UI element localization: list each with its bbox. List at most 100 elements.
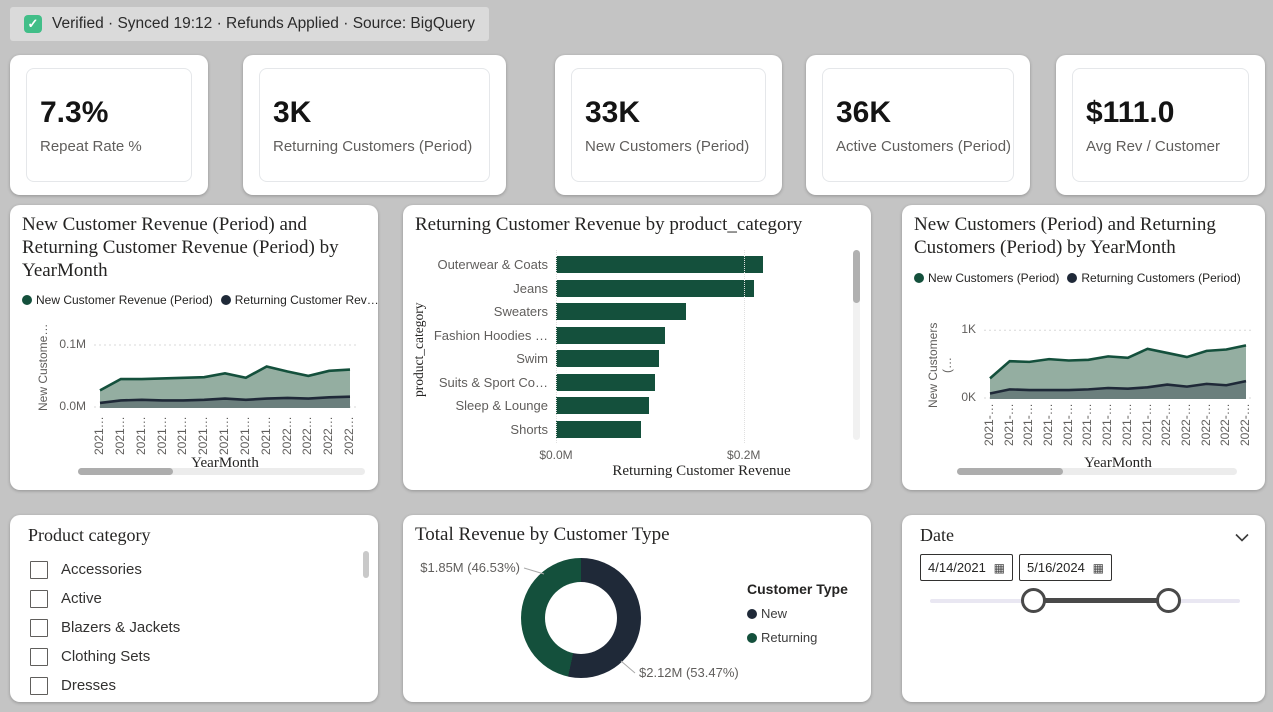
start-date-value[interactable]: 4/14/2021 [928,560,986,575]
x-tick-label: 2021… [237,416,252,455]
kpi-card-3: 36K Active Customers (Period) [806,55,1030,195]
area-plot[interactable] [94,323,356,408]
y-tick-label: 1K [961,322,976,337]
x-tick-label: 2022-… [1218,403,1233,446]
x-tick-label: 2021… [175,416,190,455]
x-tick-label: 2022… [279,416,294,455]
checkbox-list-item[interactable]: Active [30,584,348,613]
date-slider-handle-end[interactable] [1156,588,1181,613]
checkbox-list-item[interactable]: Blazers & Jackets [30,613,348,642]
legend-title: Customer Type [747,581,848,597]
x-tick-label: 2022… [300,416,315,455]
x-tick-label: 2022-… [1178,403,1193,446]
start-date-input[interactable]: 4/14/2021 ▦ [920,554,1013,581]
bar[interactable] [556,397,649,415]
calendar-icon[interactable]: ▦ [1092,560,1104,575]
bar[interactable] [556,326,665,344]
x-tick-label: $0.0M [539,448,573,462]
bar[interactable] [556,279,755,297]
area-plot[interactable] [984,322,1252,399]
checkbox-label: Clothing Sets [61,648,151,665]
bar-track [556,373,847,391]
calendar-icon[interactable]: ▦ [993,560,1005,575]
kpi-card-1: 3K Returning Customers (Period) [243,55,506,195]
slice-label-returning: $1.85M (46.53%) [420,560,520,575]
bar[interactable] [556,303,686,321]
scrollbar-thumb[interactable] [957,468,1064,475]
bar-track [556,397,847,415]
bar[interactable] [556,350,660,368]
bar-category-label: Sleep & Lounge [455,398,548,414]
date-slider-range[interactable] [1033,598,1168,603]
checkbox-list-item[interactable]: Dresses [30,671,348,700]
chart-legend: New Customer Revenue (Period) Returning C… [22,293,379,307]
bar-track [556,350,847,368]
bar-track [556,256,847,274]
kpi-card-0: 7.3% Repeat Rate % [10,55,208,195]
bar-category-label: Jeans [513,280,548,296]
bar-category-label: Sweaters [493,304,548,320]
kpi-card-inner: $111.0 Avg Rev / Customer [1072,68,1249,182]
x-axis-label: YearMonth [191,455,259,471]
slicer-title: Product category [28,525,151,545]
legend-dot-icon [914,273,924,283]
bar[interactable] [556,420,642,438]
x-tick-label: 2022-… [1159,403,1174,446]
legend-label: New [761,606,788,621]
bar-track [556,326,847,344]
checkbox[interactable] [30,589,48,608]
bar[interactable] [556,373,655,391]
checkbox-list-item[interactable]: Accessories [30,555,348,584]
scrollbar-thumb[interactable] [78,468,173,475]
checkbox[interactable] [30,676,48,695]
checkbox[interactable] [30,560,48,579]
checkbox-list: Accessories Active Blazers & Jackets Clothi… [30,555,348,700]
kpi-value: 3K [273,95,312,129]
x-tick-label: 2021-… [1021,403,1036,446]
x-tick-label: 2021-… [1080,403,1095,446]
checkbox[interactable] [30,618,48,637]
legend-label: Returning Customer Rev… [234,293,379,307]
end-date-value[interactable]: 5/16/2024 [1027,560,1085,575]
legend-dot-icon [220,295,231,305]
date-slider-handle-start[interactable] [1021,588,1046,613]
checkbox[interactable] [30,647,48,666]
bar[interactable] [556,256,763,274]
y-tick-label: 0.0M [59,399,86,413]
legend-dot-icon [747,608,757,619]
x-axis-label: YearMonth [1084,455,1152,471]
bar-row: Fashion Hoodies … [423,324,847,348]
checkbox-label: Dresses [61,677,117,694]
bar-category-label: Outerwear & Coats [437,257,548,273]
checkbox-list-item[interactable]: Clothing Sets [30,642,348,671]
bar-category-label: Shorts [510,421,548,437]
x-tick-label: 2021-… [1041,403,1056,446]
scrollbar-thumb[interactable] [363,551,369,578]
horizontal-scrollbar[interactable] [957,468,1237,475]
x-tick-label: 2021-… [1119,403,1134,446]
donut-chart[interactable] [521,558,641,678]
x-tick-label: 2021… [112,416,127,455]
callout-lines [523,567,636,674]
checkbox-label: Active [61,590,102,607]
scrollbar-thumb[interactable] [853,250,860,304]
legend-dot-icon [1067,273,1078,283]
x-tick-label: 2021-… [1100,403,1115,446]
kpi-card-inner: 3K Returning Customers (Period) [259,68,490,182]
donut-legend: Customer Type New Returning [747,581,848,645]
chart-title: Returning Customer Revenue by product_ca… [415,214,803,235]
horizontal-scrollbar[interactable] [78,468,365,475]
x-tick-label: 2022-… [1238,403,1252,446]
end-date-input[interactable]: 5/16/2024 ▦ [1019,554,1112,581]
gridline [556,250,557,443]
checkbox-label: Accessories [61,561,142,578]
date-slicer: Date 4/14/2021 ▦ 5/16/2024 ▦ [902,515,1265,702]
vertical-scrollbar[interactable] [853,250,860,440]
bar-row: Outerwear & Coats [423,253,847,277]
chart-title: Total Revenue by Customer Type [415,524,670,545]
x-tick-label: 2021… [196,416,211,455]
chevron-down-icon[interactable] [1235,533,1249,542]
status-banner-text: Verified · Synced 19:12 · Refunds Applie… [52,15,476,32]
legend-item: Returning Customers (Period) [1067,271,1241,285]
